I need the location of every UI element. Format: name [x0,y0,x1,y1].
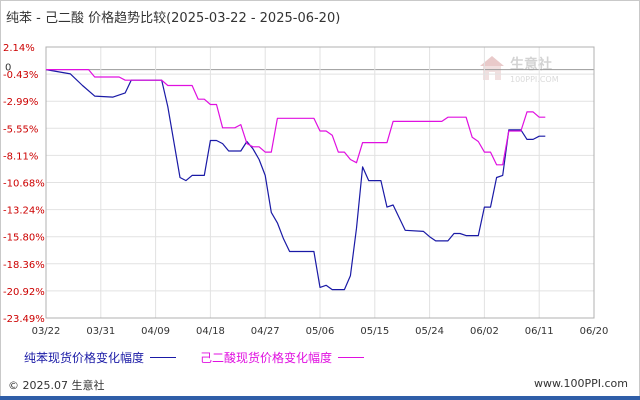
series-line-0 [45,69,546,291]
x-tick-label: 03/31 [86,326,115,337]
y-tick-label: -0.43% [3,70,38,81]
footer-bar [0,396,640,400]
footer-site-link[interactable]: www.100PPI.com [534,377,628,390]
plot-area [45,46,595,319]
series-line-1 [46,69,546,166]
x-tick-label: 03/22 [32,326,61,337]
y-tick-label: -2.99% [3,97,38,108]
x-tick-label: 06/11 [525,326,554,337]
watermark-url: 100PPI.COM [510,75,559,84]
y-tick-label: -18.36% [3,260,45,271]
x-tick-label: 04/27 [251,326,280,337]
y-tick-label: 2.14% [3,43,35,54]
chart-title: 纯苯 - 己二酸 价格趋势比较(2025-03-22 - 2025-06-20) [6,11,341,26]
y-tick-label: -8.11% [3,151,38,162]
legend-item-benzene: 纯苯现货价格变化幅度 [24,349,177,366]
legend-label-benzene: 纯苯现货价格变化幅度 [24,351,145,365]
footer-copyright: © 2025.07 生意社 [8,379,105,392]
x-tick-label: 05/15 [360,326,389,337]
axes: 2.14% -0.43% -2.99% -5.55% -8.11% -10.68% -13.… [3,43,608,337]
y-tick-label: -20.92% [3,287,45,298]
x-tick-label: 06/20 [580,326,609,337]
series-lines [45,69,546,291]
y-tick-label: -10.68% [3,179,45,190]
y-tick-label: -15.80% [3,233,45,244]
legend-label-adipic-acid: 己二酸现货价格变化幅度 [200,351,333,365]
x-tick-label: 05/24 [415,326,444,337]
legend-line-benzene [150,357,177,358]
legend-item-adipic-acid: 己二酸现货价格变化幅度 [200,349,365,366]
x-tick-label: 05/06 [306,326,335,337]
legend-line-adipic-acid [338,357,365,358]
zero-label: 0 [5,63,11,74]
y-tick-label: -23.49% [3,314,45,325]
watermark-brand: 生意社 [510,56,552,73]
grid [45,46,595,319]
x-tick-label: 04/09 [141,326,170,337]
y-tick-label: -5.55% [3,124,38,135]
y-tick-label: -13.24% [3,206,45,217]
x-tick-label: 06/02 [470,326,499,337]
x-tick-label: 04/18 [196,326,225,337]
